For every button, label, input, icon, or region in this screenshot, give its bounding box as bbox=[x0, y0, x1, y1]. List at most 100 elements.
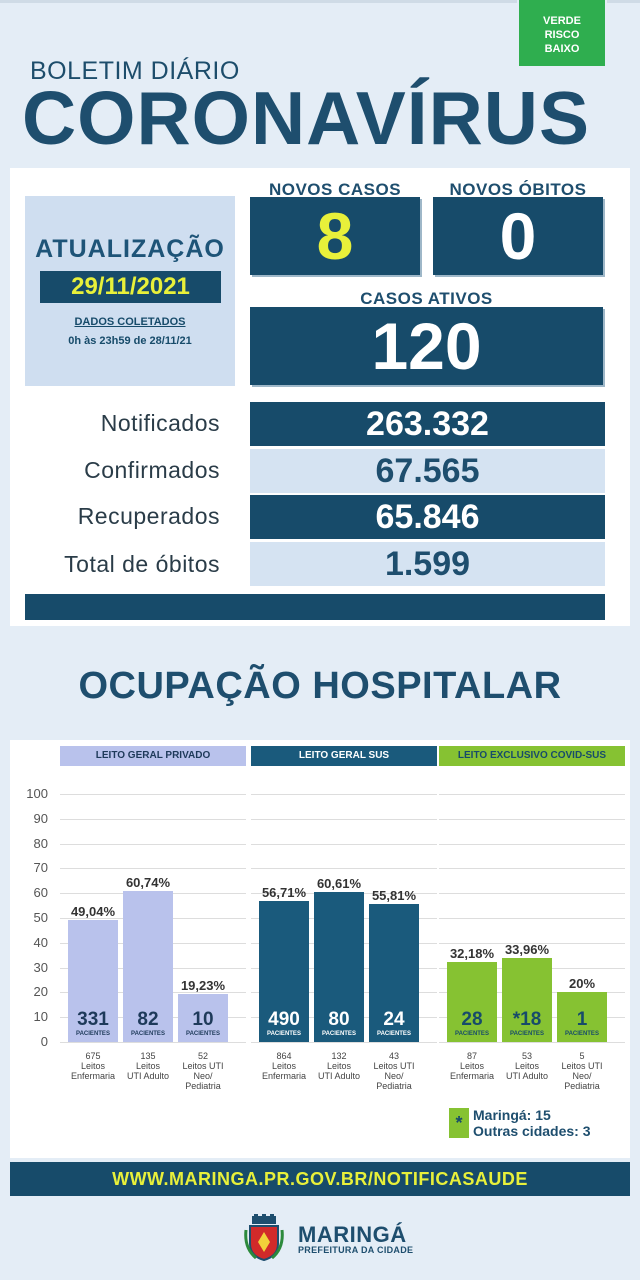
y-tick-label: 40 bbox=[33, 934, 48, 950]
y-tick-label: 60 bbox=[33, 885, 48, 901]
bar-caption: Leitos bbox=[514, 1061, 540, 1071]
bar-caption: Leitos bbox=[326, 1061, 352, 1071]
bar-patients-label: PACIENTES bbox=[455, 1031, 489, 1037]
stat-value-obitos: 1.599 bbox=[250, 542, 605, 586]
bar-percent-label: 20% bbox=[568, 976, 596, 992]
y-tick-label: 10 bbox=[33, 1009, 48, 1025]
y-tick-label: 100 bbox=[26, 786, 48, 801]
stats-bottom-bar bbox=[25, 594, 605, 620]
legend-maringa: Maringá: 15 bbox=[473, 1107, 551, 1123]
bar-percent-label: 56,71% bbox=[261, 885, 307, 901]
grid-line bbox=[251, 1042, 437, 1043]
bar-patients-label: PACIENTES bbox=[322, 1031, 356, 1037]
brand-name: MARINGÁ bbox=[298, 1222, 407, 1247]
occupancy-bar bbox=[314, 891, 364, 1042]
bar-caption: Leitos bbox=[80, 1061, 106, 1071]
stat-value-recuperados: 65.846 bbox=[250, 495, 605, 539]
group-header: LEITO GERAL PRIVADO bbox=[60, 746, 246, 766]
occupancy-bar bbox=[557, 992, 607, 1042]
new-deaths-label: NOVOS ÓBITOS bbox=[449, 180, 587, 199]
stat-value-confirmados: 67.565 bbox=[250, 449, 605, 493]
grid-line bbox=[439, 868, 625, 870]
bar-patients-label: PACIENTES bbox=[565, 1031, 599, 1037]
update-date: 29/11/2021 bbox=[40, 271, 221, 303]
bar-patient-count: 331 bbox=[77, 1009, 109, 1030]
y-tick-label: 20 bbox=[33, 984, 48, 1000]
data-collected-label: DADOS COLETADOS bbox=[74, 316, 186, 328]
risk-line-3: BAIXO bbox=[544, 43, 580, 55]
bar-bed-count: 675 bbox=[85, 1051, 101, 1061]
asterisk-legend-icon: * bbox=[449, 1108, 469, 1138]
bar-caption: Neo/ bbox=[384, 1071, 404, 1081]
grid-line bbox=[251, 868, 437, 870]
bar-percent-label: 19,23% bbox=[180, 978, 226, 994]
bar-caption: UTI Adulto bbox=[505, 1071, 549, 1081]
bar-bed-count: 52 bbox=[197, 1051, 208, 1061]
hospital-chart-panel: 0 10 20 30 40 50 60 70 80 90 100 LEITO GERAL PRIVAD… bbox=[10, 740, 630, 1158]
footer-url-link[interactable]: WWW.MARINGA.PR.GOV.BR/NOTIFICASAUDE bbox=[10, 1162, 630, 1196]
bar-caption: Leitos bbox=[271, 1061, 297, 1071]
grid-line bbox=[251, 818, 437, 820]
grid-line bbox=[439, 794, 625, 795]
top-divider bbox=[0, 0, 640, 3]
grid-line bbox=[439, 843, 625, 845]
bar-caption: Pediatria bbox=[185, 1081, 221, 1091]
bar-caption: Neo/ bbox=[193, 1071, 213, 1081]
stat-value-notificados: 263.332 bbox=[250, 402, 605, 446]
bar-bed-count: 43 bbox=[388, 1051, 399, 1061]
grid-line bbox=[439, 918, 625, 919]
bar-caption: Neo/ bbox=[572, 1071, 592, 1081]
bar-patient-count: 24 bbox=[383, 1009, 405, 1030]
group-header: LEITO EXCLUSIVO COVID-SUS bbox=[439, 746, 625, 766]
bar-patients-label: PACIENTES bbox=[377, 1031, 411, 1037]
bar-patients-label: PACIENTES bbox=[510, 1031, 544, 1037]
hospital-section-title: OCUPAÇÃO HOSPITALAR bbox=[78, 665, 562, 707]
bar-caption: UTI Adulto bbox=[126, 1071, 170, 1081]
bar-patient-count: 80 bbox=[328, 1009, 350, 1030]
grid-line bbox=[60, 794, 246, 795]
bar-patient-count: 82 bbox=[137, 1009, 159, 1030]
bulletin-subtitle: BOLETIM DIÁRIO bbox=[30, 57, 240, 85]
bar-bed-count: 132 bbox=[331, 1051, 347, 1061]
occupancy-bar bbox=[178, 994, 228, 1042]
bar-caption: Leitos UTI bbox=[561, 1061, 603, 1071]
update-title: ATUALIZAÇÃO bbox=[35, 235, 225, 263]
grid-line bbox=[251, 843, 437, 845]
brand-subtitle: PREFEITURA DA CIDADE bbox=[298, 1245, 414, 1255]
stat-label-recuperados: Recuperados bbox=[77, 503, 220, 529]
occupancy-bar bbox=[259, 901, 309, 1042]
bar-bed-count: 135 bbox=[140, 1051, 156, 1061]
occupancy-bar bbox=[123, 891, 173, 1042]
active-cases-label: CASOS ATIVOS bbox=[360, 289, 493, 308]
y-tick-label: 30 bbox=[33, 959, 48, 975]
bar-percent-label: 60,61% bbox=[316, 875, 362, 891]
bar-percent-label: 55,81% bbox=[371, 887, 417, 903]
risk-line-1: VERDE bbox=[543, 15, 581, 27]
bar-caption: Leitos bbox=[135, 1061, 161, 1071]
bar-caption: Leitos UTI bbox=[182, 1061, 224, 1071]
bar-patients-label: PACIENTES bbox=[131, 1031, 165, 1037]
bar-percent-label: 33,96% bbox=[504, 941, 550, 957]
grid-line bbox=[60, 868, 246, 870]
page-title: CORONAVÍRUS bbox=[22, 76, 590, 160]
grid-line bbox=[439, 1042, 625, 1043]
stat-label-confirmados: Confirmados bbox=[84, 457, 220, 483]
bar-patient-count: 1 bbox=[576, 1009, 588, 1030]
risk-line-2: RISCO bbox=[544, 29, 580, 41]
y-tick-label: 70 bbox=[33, 860, 48, 876]
bar-caption: Pediatria bbox=[376, 1081, 412, 1091]
stat-label-obitos: Total de óbitos bbox=[64, 551, 220, 577]
new-cases-label: NOVOS CASOS bbox=[268, 180, 402, 199]
bar-caption: Leitos UTI bbox=[373, 1061, 415, 1071]
bar-patient-count: *18 bbox=[512, 1009, 542, 1030]
bar-caption: UTI Adulto bbox=[317, 1071, 361, 1081]
bar-patient-count: 490 bbox=[268, 1009, 300, 1030]
occupancy-bar bbox=[68, 920, 118, 1042]
stat-label-notificados: Notificados bbox=[100, 410, 220, 436]
y-tick-label: 50 bbox=[33, 910, 48, 925]
bar-caption: Enfermaria bbox=[261, 1071, 306, 1081]
bar-patients-label: PACIENTES bbox=[76, 1031, 110, 1037]
bar-bed-count: 5 bbox=[579, 1051, 585, 1061]
y-tick-label: 80 bbox=[33, 835, 48, 851]
bar-caption: Leitos bbox=[459, 1061, 485, 1071]
